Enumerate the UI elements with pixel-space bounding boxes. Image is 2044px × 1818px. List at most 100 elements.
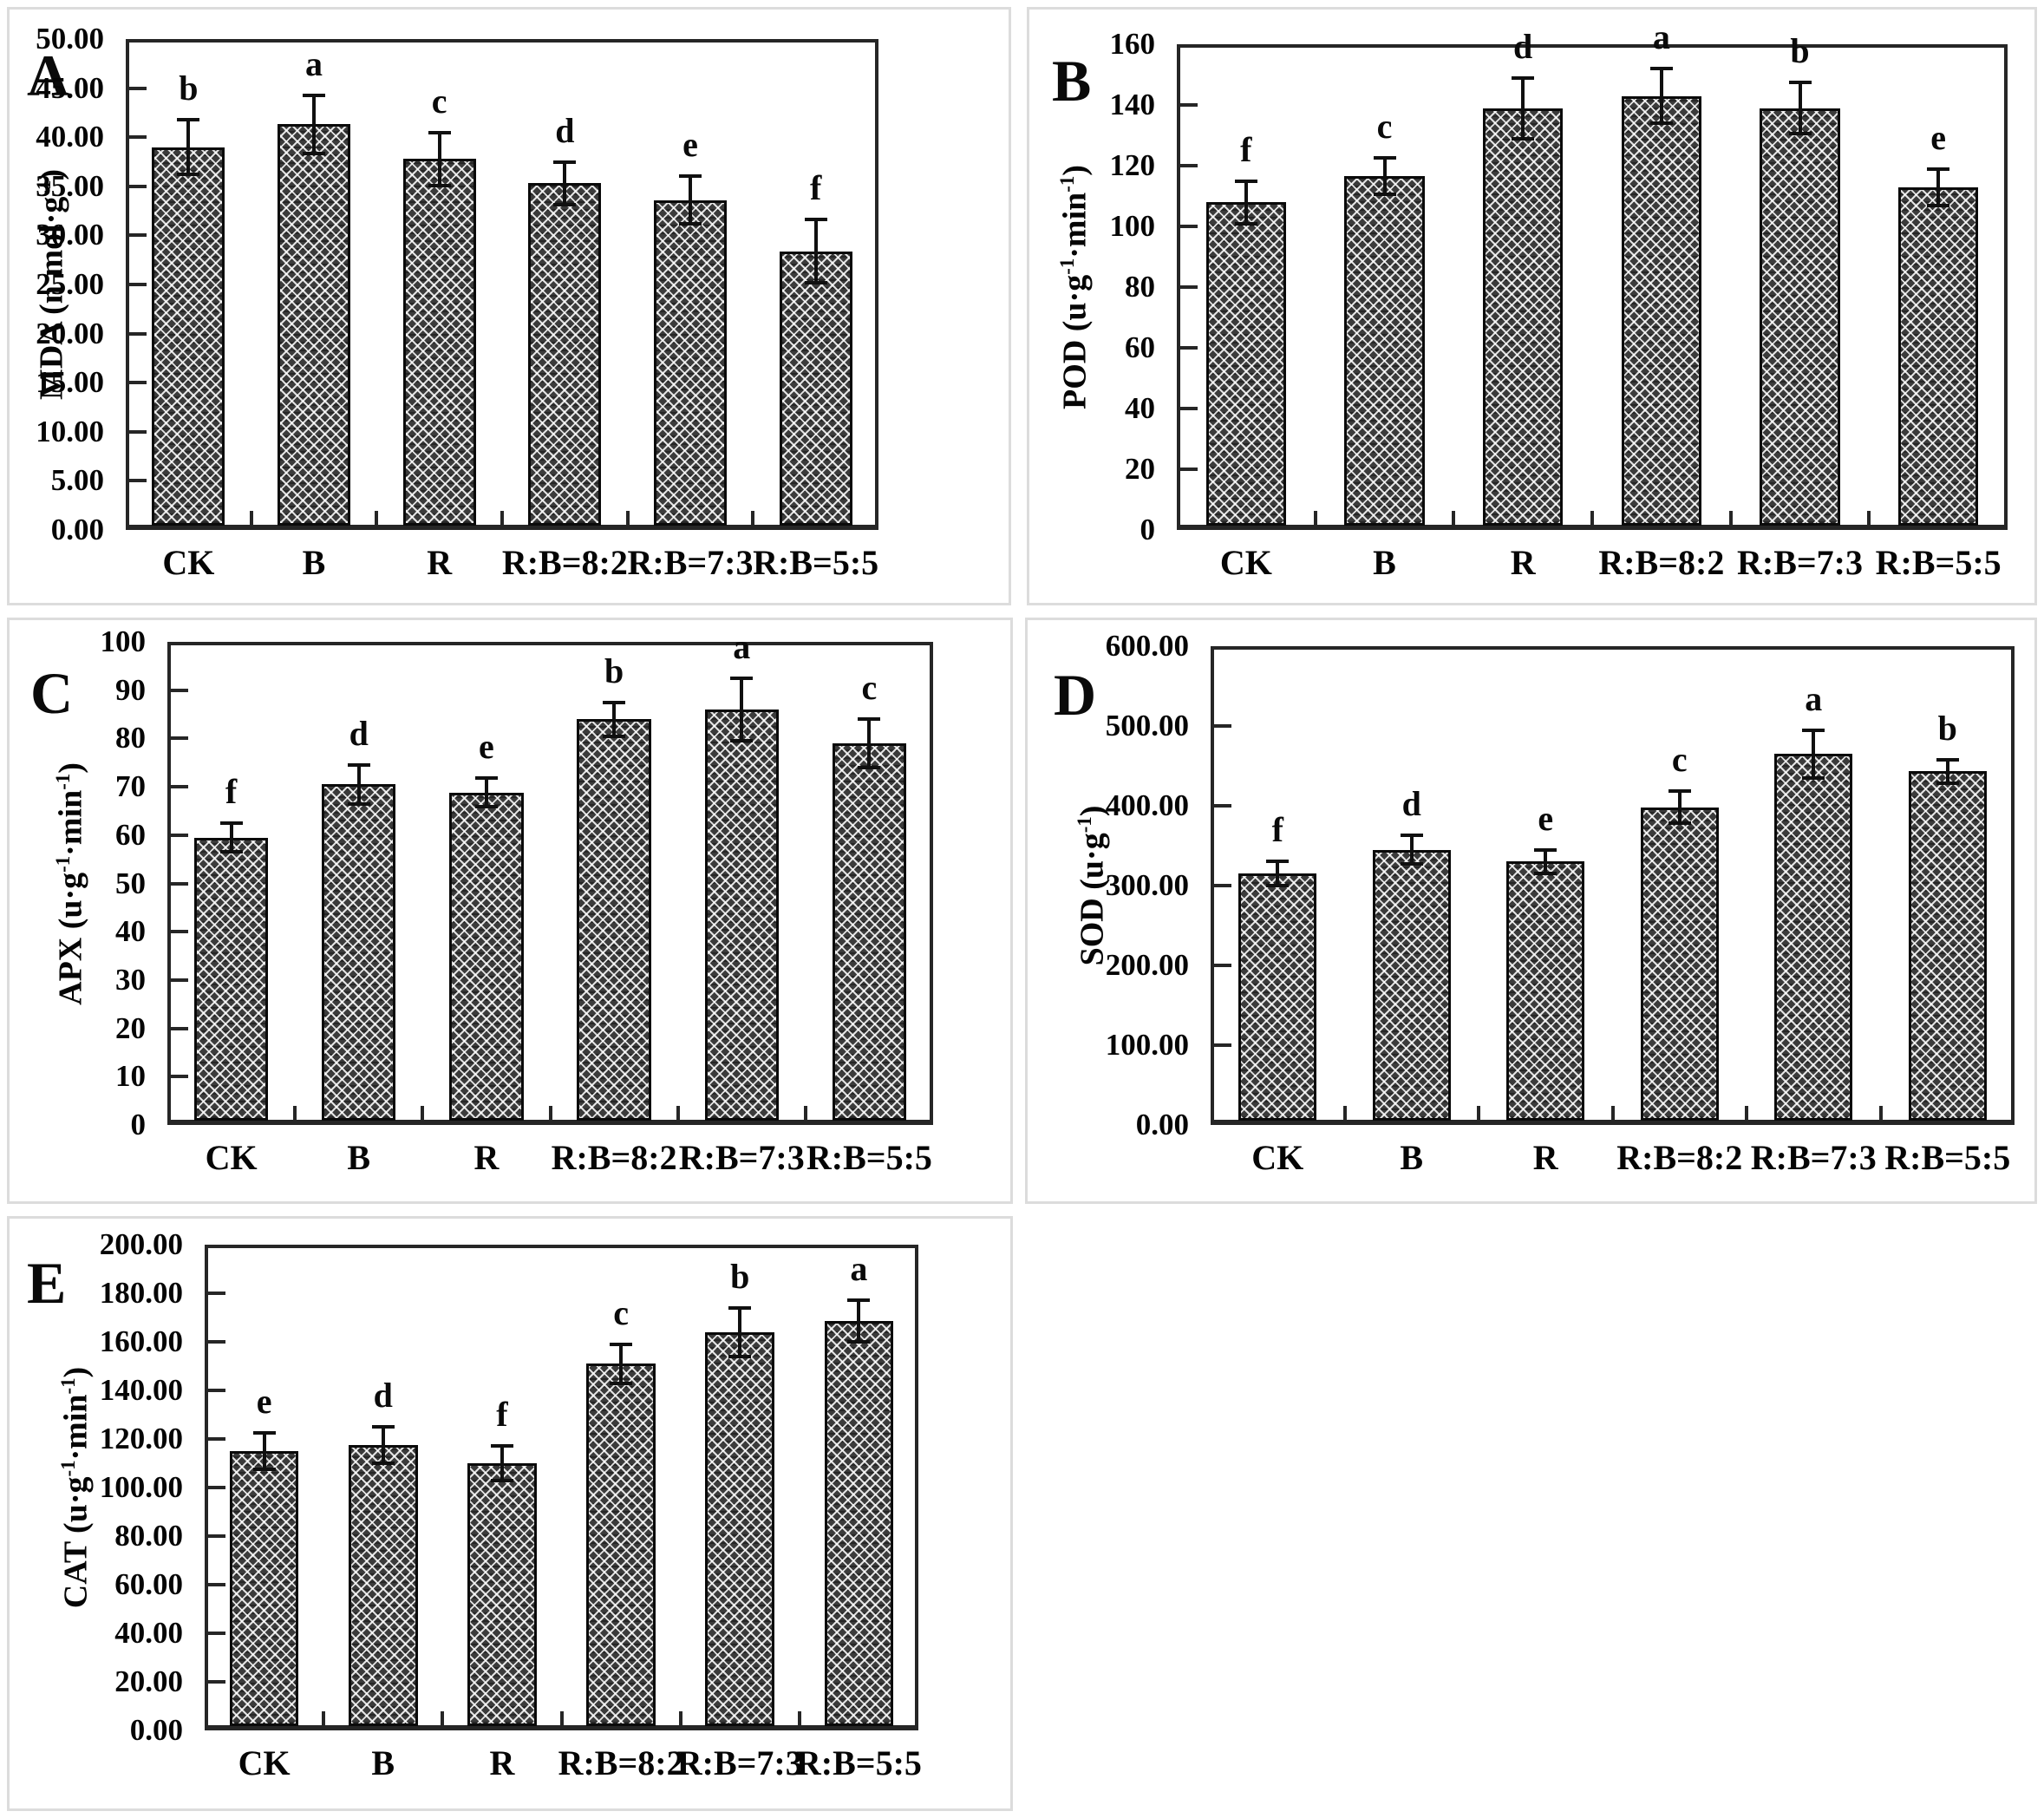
bar [824,1321,894,1726]
error-bar-cap-bottom [303,152,325,156]
bar [152,147,225,526]
x-tick-label: R:B=5:5 [795,1743,922,1782]
significance-letter: f [1240,129,1252,169]
significance-letter: b [730,1256,750,1296]
significance-letter: e [1538,798,1554,838]
bar [1344,176,1425,526]
significance-letter: e [479,727,494,767]
error-bar-cap-top [603,700,626,704]
error-bar [1244,180,1248,224]
bar [1760,108,1840,526]
plot-area [205,1245,918,1730]
y-tick-label: 40.00 [36,120,104,154]
error-bar-cap-top [252,1431,276,1435]
y-tick-mark [171,736,188,741]
y-tick-mark [208,1680,225,1684]
error-bar [1677,791,1682,824]
error-bar-cap-bottom [428,183,451,187]
error-bar-cap-top [219,821,243,825]
error-bar-cap-top [1788,80,1812,84]
y-tick-label: 30 [115,962,146,997]
significance-letter: a [1805,678,1823,718]
error-bar [857,1300,861,1342]
error-bar-cap-top [474,776,498,781]
error-bar [612,702,617,736]
y-tick-mark [208,1292,225,1295]
error-bar-cap-top [1534,847,1557,852]
error-bar [1382,158,1387,195]
y-tick-label: 80 [115,721,146,755]
error-bar-cap-top [1668,789,1691,794]
x-tick-label: R [427,543,453,582]
error-bar-cap-bottom [610,1381,633,1385]
x-tick-label: R:B=7:3 [627,543,754,582]
significance-letter: e [256,1382,272,1421]
y-tick-label: 50.00 [36,22,104,56]
y-tick-mark [208,1389,225,1392]
error-bar-cap-bottom [603,734,626,738]
y-tick-mark [1214,884,1231,887]
error-bar [229,822,233,853]
significance-letter: d [1401,784,1421,824]
y-tick-label: 10 [115,1059,146,1094]
error-bar-cap-bottom [1668,821,1691,826]
error-bar-cap-top [1400,834,1423,838]
error-bar [1945,759,1949,784]
bar [1897,186,1979,526]
y-tick-label: 40 [115,914,146,949]
y-tick-mark [1180,103,1198,107]
x-tick-mark [1867,511,1871,525]
x-tick-mark [1745,1106,1748,1120]
significance-letter: e [682,125,698,165]
error-bar-cap-bottom [679,221,702,226]
y-tick-label: 100.00 [99,1470,183,1504]
error-bar-cap-bottom [1400,862,1423,866]
x-tick-label: R:B=7:3 [676,1743,803,1782]
significance-letter: f [809,168,822,208]
y-tick-mark [171,1075,188,1079]
bar [779,251,852,526]
y-tick-mark [171,688,188,692]
error-bar-cap-top [730,676,754,680]
x-tick-label: R [489,1743,515,1782]
error-bar [813,219,818,283]
error-bar-cap-top [1234,179,1257,183]
chart-panel-a: A MDA (n mol·g-1) 0.00 5.00 10.00 15.00 20.00 2… [7,7,1011,605]
error-bar-cap-bottom [1936,781,1959,786]
bar [229,1451,299,1726]
error-bar-cap-top [177,117,200,121]
x-tick-mark [1878,1106,1883,1120]
y-tick-mark [129,429,147,434]
x-tick-mark [1313,511,1317,525]
error-bar-cap-top [347,763,370,768]
y-tick-label: 500.00 [1105,709,1189,742]
y-tick-label: 80 [1125,270,1155,304]
error-bar [1812,729,1816,778]
significance-letter: d [349,714,369,754]
y-tick-mark [129,381,147,385]
error-bar [1276,861,1280,886]
y-tick-label: 0.00 [50,513,104,546]
significance-letter: d [373,1376,393,1415]
panel-letter: D [1054,662,1097,728]
y-tick-mark [171,785,188,789]
error-bar [1936,168,1941,206]
y-tick-label: 100 [100,625,147,658]
x-tick-mark [676,1106,680,1120]
x-tick-mark [797,1711,801,1725]
x-tick-label: B [302,543,326,582]
error-bar-cap-top [1266,860,1290,864]
bar [1908,771,1987,1121]
y-tick-mark [1180,164,1198,167]
significance-letter: a [1652,17,1670,56]
x-tick-mark [803,1106,807,1120]
error-bar-cap-top [728,1305,752,1310]
y-tick-label: 10.00 [36,414,104,448]
error-bar [186,119,191,175]
x-tick-label: R:B=8:2 [1616,1138,1743,1177]
y-tick-label: 140.00 [99,1373,183,1407]
x-tick-label: CK [1251,1138,1304,1177]
chart-panel-d: D SOD (u·g-1) 0.00 100.00 200.00 300.00 400.00… [1025,618,2037,1204]
y-tick-mark [1214,964,1231,967]
significance-letter: f [496,1395,508,1435]
